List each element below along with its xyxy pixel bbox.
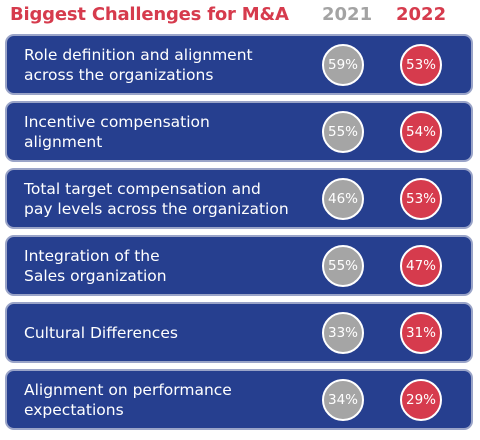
year-2022-header: 2022 bbox=[396, 4, 447, 25]
chart-title: Biggest Challenges for M&A bbox=[10, 4, 289, 25]
challenge-label: Cultural Differences bbox=[24, 323, 178, 342]
challenge-row: Incentive compensation alignment 55% 54% bbox=[5, 101, 473, 162]
challenge-rows: Role definition and alignment across the… bbox=[5, 34, 473, 436]
challenge-row: Role definition and alignment across the… bbox=[5, 34, 473, 95]
value-2021-badge: 59% bbox=[322, 43, 364, 86]
challenge-row: Cultural Differences 33% 31% bbox=[5, 302, 473, 363]
value-2022-badge: 53% bbox=[400, 43, 442, 86]
challenge-row: Alignment on performance expectations 34… bbox=[5, 369, 473, 430]
value-2021-badge: 55% bbox=[322, 244, 364, 287]
challenge-label: Role definition and alignment across the… bbox=[24, 45, 253, 84]
value-2022-badge: 47% bbox=[400, 244, 442, 287]
challenge-label: Incentive compensation alignment bbox=[24, 112, 210, 151]
value-2022-badge: 54% bbox=[400, 110, 442, 153]
challenge-row: Total target compensation and pay levels… bbox=[5, 168, 473, 229]
value-2021-badge: 34% bbox=[322, 378, 364, 421]
value-2022-badge: 29% bbox=[400, 378, 442, 421]
year-2021-header: 2021 bbox=[322, 4, 373, 25]
value-2022-badge: 53% bbox=[400, 177, 442, 220]
challenge-row: Integration of the Sales organization 55… bbox=[5, 235, 473, 296]
challenge-label: Total target compensation and pay levels… bbox=[24, 179, 289, 218]
value-2021-badge: 33% bbox=[322, 311, 364, 354]
value-2022-badge: 31% bbox=[400, 311, 442, 354]
challenge-label: Alignment on performance expectations bbox=[24, 380, 232, 419]
value-2021-badge: 46% bbox=[322, 177, 364, 220]
value-2021-badge: 55% bbox=[322, 110, 364, 153]
challenge-label: Integration of the Sales organization bbox=[24, 246, 167, 285]
